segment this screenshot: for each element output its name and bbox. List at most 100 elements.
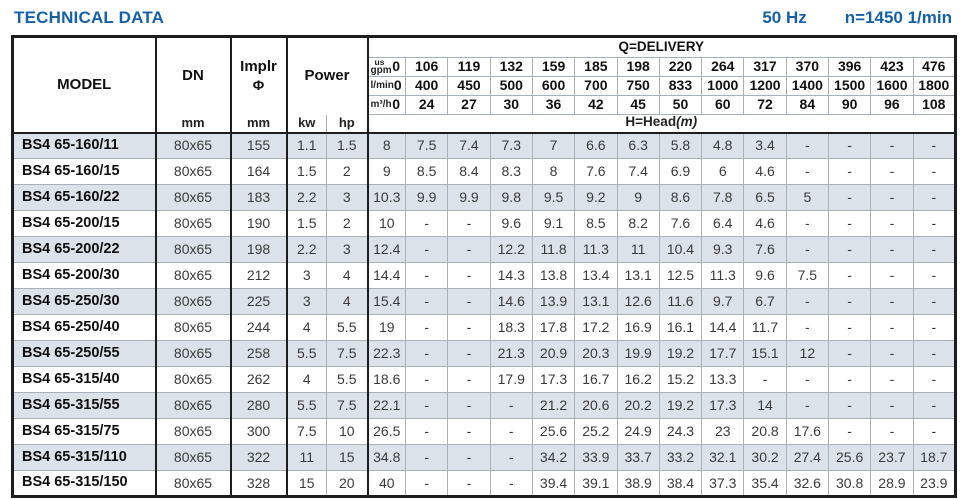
dn-cell: 80x65 <box>154 314 231 342</box>
head-value-cell: 34.8 <box>366 444 407 472</box>
head-value-cell: 6.3 <box>616 132 660 160</box>
delivery-flow-value: 0 <box>392 58 401 75</box>
head-value-cell: 6.4 <box>701 210 745 238</box>
head-value-cell: 8.5 <box>574 210 618 238</box>
head-value-cell: 3.4 <box>743 132 787 160</box>
delivery-flow-value: 1800 <box>912 76 957 96</box>
head-value-cell: 20.2 <box>616 392 660 420</box>
delivery-flow-value: 1000 <box>701 76 745 96</box>
model-cell: BS4 65-160/15 <box>12 158 156 186</box>
head-value-cell: - <box>870 366 914 394</box>
head-value-cell: 7.3 <box>489 132 533 160</box>
dn-cell: 80x65 <box>154 340 231 368</box>
hp-cell: 5.5 <box>325 314 369 342</box>
head-value-cell: 38.9 <box>616 470 660 498</box>
kw-cell: 5.5 <box>285 392 327 420</box>
model-cell: BS4 65-315/55 <box>12 392 156 420</box>
head-value-cell: 23.9 <box>912 470 957 498</box>
head-value-cell: - <box>912 288 957 316</box>
head-value-cell: 18.7 <box>912 444 957 472</box>
operating-conditions: 50 Hz n=1450 1/min <box>762 8 952 28</box>
technical-data-table: MODEL DN Implr Φ Power Q=DELIVERY us gpm 0 1… <box>11 35 957 499</box>
head-value-cell: 10 <box>366 210 407 238</box>
delivery-flow-value: 400 <box>405 76 449 96</box>
hp-cell: 4 <box>325 288 369 316</box>
head-value-cell: 13.4 <box>574 262 618 290</box>
head-value-cell: 25.6 <box>531 418 576 446</box>
head-value-cell: 16.2 <box>616 366 660 394</box>
head-value-cell: 7.4 <box>447 132 491 160</box>
delivery-flow-value: 700 <box>574 76 618 96</box>
model-cell: BS4 65-160/22 <box>12 184 156 212</box>
head-value-cell: - <box>405 262 449 290</box>
dn-column-header: DN <box>154 36 231 115</box>
delivery-flow-value: 600 <box>531 76 576 96</box>
delivery-flow-value: 370 <box>785 57 829 77</box>
delivery-flow-value: 198 <box>616 57 660 77</box>
head-value-cell: 13.9 <box>531 288 576 316</box>
head-value-cell: 17.8 <box>531 314 576 342</box>
impeller-cell: 212 <box>229 262 287 290</box>
head-value-cell: 7.6 <box>743 236 787 264</box>
model-cell: BS4 65-315/110 <box>12 444 156 472</box>
head-value-cell: - <box>785 288 829 316</box>
head-value-cell: - <box>912 418 957 446</box>
delivery-flow-value: 750 <box>616 76 660 96</box>
delivery-flow-value: 423 <box>870 57 914 77</box>
head-value-cell: - <box>447 262 491 290</box>
head-value-cell: 8.3 <box>489 158 533 186</box>
head-value-cell: - <box>827 392 872 420</box>
head-value-cell: 22.3 <box>366 340 407 368</box>
head-value-cell: 21.3 <box>489 340 533 368</box>
hp-cell: 3 <box>325 236 369 264</box>
head-value-cell: - <box>912 340 957 368</box>
head-value-cell: 25.2 <box>574 418 618 446</box>
delivery-flow-value: 50 <box>658 95 703 115</box>
head-value-cell: 16.1 <box>658 314 703 342</box>
head-value-cell: - <box>405 288 449 316</box>
head-value-cell: - <box>489 392 533 420</box>
delivery-flow-value: 317 <box>743 57 787 77</box>
head-value-cell: 12.5 <box>658 262 703 290</box>
head-value-cell: - <box>827 314 872 342</box>
head-value-cell: 37.3 <box>701 470 745 498</box>
head-value-cell: 9.9 <box>447 184 491 212</box>
hp-cell: 20 <box>325 470 369 498</box>
head-value-cell: 20.8 <box>743 418 787 446</box>
head-value-cell: 20.9 <box>531 340 576 368</box>
head-value-cell: - <box>870 418 914 446</box>
head-value-cell: - <box>912 236 957 264</box>
head-unit: (m) <box>676 114 698 129</box>
table-row: BS4 65-200/15 80x65 190 1.5 2 10- -9.6 9.1 8.5 8.… <box>12 210 957 238</box>
hp-cell: 7.5 <box>325 340 369 368</box>
head-value-cell: - <box>447 392 491 420</box>
head-value-cell: - <box>870 210 914 238</box>
delivery-row-lmin: l/min 0 400 450 500 600 700 750 833 1000 1200 1400 1… <box>13 76 957 96</box>
kw-cell: 2.2 <box>285 236 327 264</box>
page-title: TECHNICAL DATA <box>14 8 165 27</box>
head-value-cell: 9 <box>366 158 407 186</box>
head-value-cell: - <box>785 392 829 420</box>
head-value-cell: 14.4 <box>366 262 407 290</box>
power-column-header: Power <box>285 36 369 115</box>
table-row: BS4 65-315/150 80x65 328 15 20 40- - -39.4 39.1 3… <box>12 470 957 498</box>
table-row: BS4 65-250/55 80x65 258 5.5 7.5 22.3- -21.3 20.… <box>12 340 957 368</box>
hp-cell: 1.5 <box>325 132 369 160</box>
kw-cell: 5.5 <box>285 340 327 368</box>
head-value-cell: 11.7 <box>743 314 787 342</box>
head-value-cell: 15.4 <box>366 288 407 316</box>
head-value-cell: - <box>827 262 872 290</box>
delivery-flow-value: 108 <box>912 95 957 115</box>
head-value-cell: - <box>785 132 829 160</box>
head-value-cell: 7.8 <box>701 184 745 212</box>
head-value-cell: 17.9 <box>489 366 533 394</box>
head-value-cell: 7.5 <box>785 262 829 290</box>
delivery-flow-value: 1600 <box>870 76 914 96</box>
model-cell: BS4 65-315/75 <box>12 418 156 446</box>
dn-cell: 80x65 <box>154 418 231 446</box>
head-value-cell: - <box>870 184 914 212</box>
head-value-cell: 21.2 <box>531 392 576 420</box>
head-value-cell: - <box>912 184 957 212</box>
head-value-cell: 16.7 <box>574 366 618 394</box>
head-value-cell: 23.7 <box>870 444 914 472</box>
